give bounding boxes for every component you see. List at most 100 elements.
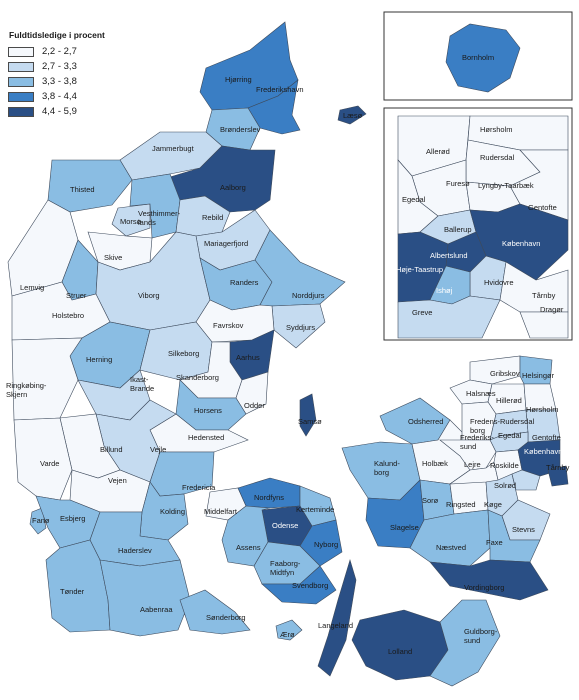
label-solrod: Solrød <box>494 481 516 490</box>
region-taarnby-m <box>547 465 569 487</box>
label-ringsted: Ringsted <box>446 500 476 509</box>
label-varde: Varde <box>40 459 59 468</box>
label-inset-egedal: Egedal <box>402 195 426 204</box>
label-aero: Ærø <box>280 630 295 639</box>
label-koge: Køge <box>484 500 502 509</box>
label-randers: Randers <box>230 278 259 287</box>
region-guldborgsund <box>429 599 501 687</box>
label-bornholm: Bornholm <box>462 53 494 62</box>
label-aabenraa: Aabenraa <box>140 605 173 614</box>
label-horsholm-m: Hørsholm <box>526 405 559 414</box>
label-soro: Sorø <box>422 496 439 505</box>
label-lemvig: Lemvig <box>20 283 44 292</box>
label-thisted: Thisted <box>70 185 95 194</box>
label-jammerbugt: Jammerbugt <box>152 144 195 153</box>
region-inset-greve <box>397 295 501 339</box>
region-gribskov <box>469 355 521 385</box>
label-vejle: Vejle <box>150 445 166 454</box>
label-taarnby-m: Tårnby <box>546 463 570 472</box>
region-faxe <box>487 509 541 563</box>
label-halsnaes: Halsnæs <box>466 389 496 398</box>
label-inset-kobenhavn: København <box>502 239 540 248</box>
label-sonderborg: Sønderborg <box>206 613 246 622</box>
legend-label: 2,2 - 2,7 <box>42 46 77 57</box>
legend-item: 4,4 - 5,9 <box>6 104 146 119</box>
label-vesthimmerlands: Vesthimmer-lands <box>138 209 181 227</box>
region-bornholm <box>445 23 521 93</box>
label-langeland: Langeland <box>318 621 353 630</box>
label-inset-horsholm: Hørsholm <box>480 125 513 134</box>
label-frederikshavn: Frederikshavn <box>256 85 304 94</box>
label-kerteminde: Kerteminde <box>296 505 334 514</box>
label-viborg: Viborg <box>138 291 160 300</box>
label-horsens: Horsens <box>194 406 222 415</box>
label-guldborgsund: Guldborg-sund <box>464 627 498 645</box>
label-inset-ishoj: Ishøj <box>436 286 453 295</box>
label-assens: Assens <box>236 543 261 552</box>
label-roskilde: Roskilde <box>490 461 519 470</box>
label-hjorring: Hjørring <box>225 75 252 84</box>
region-laeso <box>337 105 367 125</box>
legend-label: 4,4 - 5,9 <box>42 106 77 117</box>
label-fredensborg-m: Fredens-borg <box>470 417 501 435</box>
label-favrskov: Favrskov <box>213 321 244 330</box>
label-syddjurs: Syddjurs <box>286 323 315 332</box>
region-aabenraa <box>99 559 191 637</box>
label-middelfart: Middelfart <box>204 507 238 516</box>
label-odense: Odense <box>272 521 298 530</box>
label-laeso: Læsø <box>343 111 363 120</box>
legend-label: 3,8 - 4,4 <box>42 91 77 102</box>
legend-item: 3,8 - 4,4 <box>6 89 146 104</box>
region-vesthimmerlands <box>129 173 181 239</box>
label-slagelse: Slagelse <box>390 523 419 532</box>
legend-swatch <box>8 46 34 57</box>
label-billund: Billund <box>100 445 123 454</box>
region-frederikssund-m <box>439 439 497 471</box>
label-helsingor: Helsingør <box>522 371 555 380</box>
region-sonderborg <box>179 589 251 635</box>
label-aarhus: Aarhus <box>236 353 260 362</box>
label-hedensted: Hedensted <box>188 433 224 442</box>
label-kalundborg: Kalund-borg <box>374 459 400 477</box>
label-holstebro: Holstebro <box>52 311 84 320</box>
label-bronderslev: Brønderslev <box>220 125 261 134</box>
label-svendborg: Svendborg <box>292 581 328 590</box>
label-faxe: Faxe <box>486 538 503 547</box>
region-vordingborg <box>429 559 549 601</box>
label-ringkobing: Ringkøbing-Skjern <box>6 381 47 399</box>
label-inset-rudersdal: Rudersdal <box>480 153 515 162</box>
label-esbjerg: Esbjerg <box>60 514 85 523</box>
legend: Fuldtidsledige i procent 2,2 - 2,7 2,7 -… <box>6 30 146 119</box>
label-inset-hoje-taastrup: Høje-Taastrup <box>396 265 443 274</box>
label-inset-dragor: Dragør <box>540 305 564 314</box>
label-holbaek: Holbæk <box>422 459 448 468</box>
label-struer: Struer <box>66 291 87 300</box>
label-skanderborg: Skanderborg <box>176 373 219 382</box>
label-inset-albertslund: Albertslund <box>430 251 468 260</box>
region-fano <box>29 507 47 535</box>
label-ikast: Ikast-Brande <box>130 375 154 393</box>
label-fano: Fanø <box>32 516 50 525</box>
label-inset-furesø: Furesø <box>446 179 470 188</box>
label-nyborg: Nyborg <box>314 540 338 549</box>
region-aero <box>275 619 303 641</box>
label-inset-lyngby: Lyngby-Taarbæk <box>478 181 534 190</box>
label-rebild: Rebild <box>202 213 223 222</box>
region-solrod <box>511 469 541 491</box>
label-stevns: Stevns <box>512 525 535 534</box>
region-nyborg <box>299 519 343 567</box>
label-tonder: Tønder <box>60 587 85 596</box>
label-inset-greve: Greve <box>412 308 432 317</box>
label-morso: Morsø <box>120 217 142 226</box>
label-skive: Skive <box>104 253 122 262</box>
capital-inset-frame <box>383 107 573 341</box>
label-inset-taarnby: Tårnby <box>532 291 556 300</box>
legend-swatch <box>8 61 34 72</box>
label-kolding: Kolding <box>160 507 185 516</box>
label-faaborg: Faaborg-Midtfyn <box>270 559 301 577</box>
label-gribskov: Gribskov <box>490 369 520 378</box>
label-lejre: Lejre <box>464 460 481 469</box>
municipality-regions <box>7 21 569 687</box>
legend-title: Fuldtidsledige i procent <box>9 30 105 40</box>
legend-item: 2,2 - 2,7 <box>6 44 146 59</box>
